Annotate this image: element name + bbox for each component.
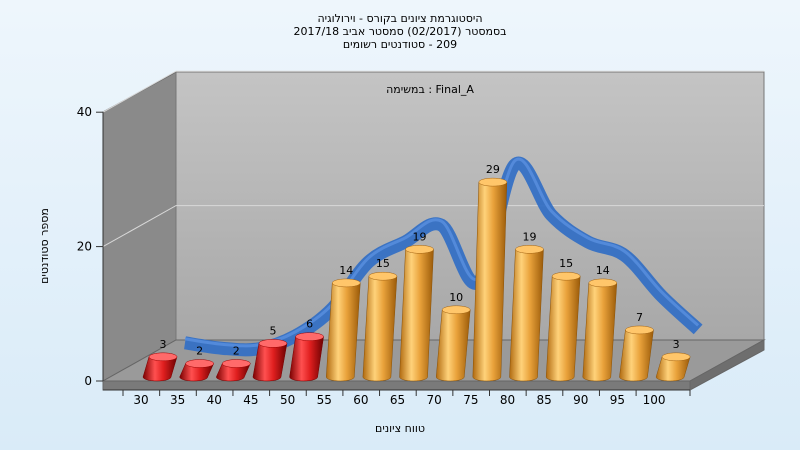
bar-top — [258, 339, 288, 348]
x-tick-label: 35 — [170, 393, 185, 407]
panel-label: במשימה : Final_A — [386, 83, 474, 96]
bar — [325, 278, 361, 382]
y-tick-label: 20 — [77, 240, 92, 254]
bar-data-label: 19 — [523, 230, 537, 243]
x-axis-title: טווח ציונים — [375, 422, 425, 435]
y-tick-label: 0 — [84, 374, 92, 388]
x-tick-label: 75 — [463, 393, 478, 407]
bar — [435, 305, 471, 382]
floor-side-edge — [689, 339, 765, 391]
bar-top — [222, 359, 251, 368]
bar-top — [515, 245, 544, 254]
gridline — [102, 205, 764, 248]
x-tick-label: 70 — [427, 393, 442, 407]
gridlines — [102, 70, 764, 248]
bar-top — [478, 177, 508, 187]
bar-top — [295, 332, 324, 341]
bar — [619, 325, 654, 382]
bar-top — [625, 325, 654, 335]
bar — [582, 278, 618, 382]
title-line-1: היסטוגרמת ציונים בקורס - וירולוגיה — [317, 12, 482, 25]
gridline — [102, 70, 764, 113]
bar-body — [619, 329, 654, 382]
bar — [655, 352, 691, 382]
x-tick-label: 65 — [390, 393, 405, 407]
x-tick-label: 50 — [280, 393, 295, 407]
bar — [179, 359, 215, 382]
bars — [142, 177, 691, 382]
chart-title: היסטוגרמת ציונים בקורס - וירולוגיה בסמסט… — [293, 12, 506, 51]
bar-data-label: 2 — [196, 345, 203, 358]
x-tick-label: 40 — [207, 393, 222, 407]
y-axis: 0 20 40 — [77, 105, 104, 388]
bar-data-label: 7 — [636, 311, 643, 324]
bar-body — [216, 363, 251, 382]
bar-data-label: 6 — [306, 318, 313, 331]
bar-body — [472, 181, 508, 382]
x-tick-label: 45 — [243, 393, 258, 407]
bar-body — [582, 282, 618, 382]
bar-body — [509, 249, 544, 382]
bar — [472, 177, 508, 382]
bar — [399, 245, 434, 382]
bar-body — [325, 282, 361, 382]
bar-data-label: 2 — [233, 345, 240, 358]
bar-body — [252, 343, 288, 382]
x-tick-label: 100 — [643, 393, 666, 407]
bar-top — [148, 352, 178, 362]
bar-body — [179, 363, 215, 382]
x-tick-label: 85 — [537, 393, 552, 407]
bar-body — [435, 309, 471, 382]
y-tick-label: 40 — [77, 105, 92, 119]
floor-front-edge — [102, 380, 691, 391]
bar-body — [399, 249, 434, 382]
title-line-3: 209 - סטודנטים רשומים — [343, 38, 457, 51]
data-labels: 3 2 2 5 6 14 15 19 10 29 19 15 14 7 3 — [160, 163, 680, 357]
bar — [509, 245, 544, 382]
x-tick-label: 60 — [353, 393, 368, 407]
bar-data-label: 15 — [376, 257, 390, 270]
bar-data-label: 5 — [269, 324, 276, 337]
bar-body — [545, 275, 581, 382]
bar-top — [368, 271, 398, 281]
x-tick-label: 80 — [500, 393, 515, 407]
bar-top — [551, 271, 581, 281]
bar-body — [289, 336, 324, 382]
bar-data-label: 14 — [596, 264, 610, 277]
bar — [252, 339, 288, 382]
title-line-2: בסמסטר (02/2017) סמסטר אביב 2017/18 — [293, 25, 506, 38]
bar-top — [185, 359, 214, 368]
bar — [545, 271, 581, 382]
y-axis-title: מספר סטודנטים — [38, 208, 51, 284]
bar-data-label: 15 — [559, 257, 573, 270]
bar-data-label: 19 — [413, 230, 427, 243]
bar — [142, 352, 178, 382]
x-tick-label: 30 — [133, 393, 148, 407]
bar-data-label: 29 — [486, 163, 500, 176]
bar-top — [405, 245, 434, 254]
bar-data-label: 3 — [160, 338, 167, 351]
bar-top — [441, 305, 471, 315]
bar — [289, 332, 324, 382]
x-axis: 30 35 40 45 50 55 60 65 70 75 80 85 90 95 100 — [103, 389, 691, 407]
bar — [216, 359, 251, 382]
bar-data-label: 14 — [339, 264, 353, 277]
bar-data-label: 10 — [449, 291, 463, 304]
bar-data-label: 3 — [673, 338, 680, 351]
x-tick-label: 55 — [317, 393, 332, 407]
x-tick-label: 90 — [573, 393, 588, 407]
bar-body — [362, 275, 398, 382]
bar-top — [332, 278, 361, 288]
bar-top — [588, 278, 618, 288]
x-tick-label: 95 — [610, 393, 625, 407]
bar-top — [661, 352, 691, 362]
bar-body — [655, 356, 691, 382]
bar-body — [142, 356, 178, 382]
bar — [362, 271, 398, 382]
